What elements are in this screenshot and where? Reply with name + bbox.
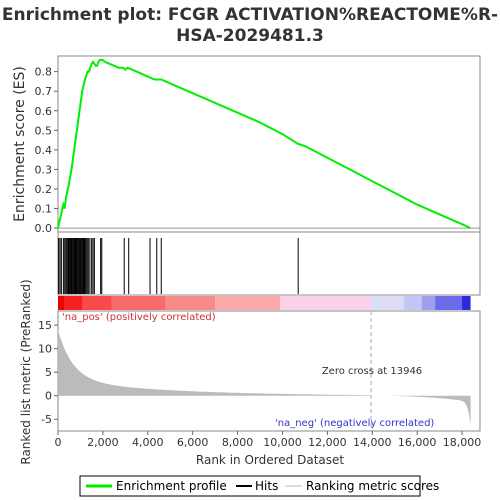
x-axis: 0 2,000 4,000 6,000 8,000 10,000 12,000 14,000 1… <box>55 431 482 449</box>
rank-color-segment <box>82 296 112 310</box>
rank-color-segment <box>371 296 404 310</box>
es-y-tick-label: 0.8 <box>35 66 53 79</box>
legend-metric-label: Ranking metric scores <box>306 479 439 493</box>
rank-color-bar <box>58 296 471 310</box>
rank-color-segment <box>435 296 463 310</box>
rank-color-segment <box>421 296 436 310</box>
chart-title-line-2: HSA-2029481.3 <box>176 26 324 46</box>
es-y-tick-label: 0.7 <box>35 85 53 98</box>
ranked-y-tick-label: -5 <box>41 413 52 426</box>
x-tick-label: 10,000 <box>263 436 302 449</box>
enrichment-profile-line <box>57 58 472 230</box>
rank-color-segment <box>215 296 281 310</box>
rank-color-segment <box>64 296 83 310</box>
zero-cross-label: Zero cross at 13946 <box>322 366 422 377</box>
pos-correlation-label: 'na_pos' (positively correlated) <box>62 312 216 323</box>
ranked-panel-frame <box>57 310 481 432</box>
es-y-tick-label: 0.1 <box>35 203 53 216</box>
x-tick-label: 16,000 <box>398 436 437 449</box>
x-tick-label: 14,000 <box>353 436 392 449</box>
x-tick-label: 6,000 <box>177 436 209 449</box>
ranked-y-tick-label: 10 <box>38 343 52 356</box>
x-axis-label: Rank in Ordered Dataset <box>196 453 344 467</box>
ranked-y-ticks: -5 0 5 10 15 <box>38 319 58 426</box>
es-y-tick-label: 0.5 <box>35 124 53 137</box>
x-tick-label: 0 <box>55 436 62 449</box>
es-y-tick-label: 0.3 <box>35 163 53 176</box>
x-tick-label: 4,000 <box>132 436 164 449</box>
ranked-y-axis-label: Ranked list metric (PreRanked) <box>19 279 33 464</box>
legend-enrichment-label: Enrichment profile <box>116 479 227 493</box>
es-y-ticks: 0.0 0.1 0.2 0.3 0.4 0.5 0.6 0.7 0.8 <box>35 66 58 235</box>
hits-lines <box>58 238 299 294</box>
es-y-tick-label: 0.4 <box>35 144 53 157</box>
legend-hits-label: Hits <box>255 479 278 493</box>
ranked-y-tick-label: 15 <box>38 319 52 332</box>
rank-color-segment <box>58 296 65 310</box>
es-y-tick-label: 0.0 <box>35 222 53 235</box>
neg-correlation-label: 'na_neg' (negatively correlated) <box>275 418 434 429</box>
ranked-y-tick-label: 0 <box>45 390 52 403</box>
rank-color-segment <box>462 296 471 310</box>
ranked-y-tick-label: 5 <box>45 366 52 379</box>
es-panel: 0.0 0.1 0.2 0.3 0.4 0.5 0.6 0.7 0.8 Enrichment s… <box>12 55 481 235</box>
x-tick-label: 8,000 <box>222 436 254 449</box>
chart-title-line-1: Enrichment plot: FCGR ACTIVATION%REACTOM… <box>2 5 498 25</box>
x-tick-label: 2,000 <box>87 436 119 449</box>
hits-panel <box>57 231 481 296</box>
rank-color-segment <box>165 296 216 310</box>
es-y-axis-label: Enrichment score (ES) <box>12 66 28 222</box>
rank-color-segment <box>403 296 422 310</box>
es-y-tick-label: 0.2 <box>35 183 53 196</box>
legend: Enrichment profile Hits Ranking metric s… <box>79 475 439 497</box>
x-tick-label: 12,000 <box>308 436 347 449</box>
es-y-tick-label: 0.6 <box>35 105 53 118</box>
es-panel-frame <box>57 55 481 233</box>
rank-color-segment <box>111 296 166 310</box>
hits-panel-frame <box>57 231 481 296</box>
rank-color-segment <box>280 296 372 310</box>
x-tick-label: 18,000 <box>443 436 482 449</box>
